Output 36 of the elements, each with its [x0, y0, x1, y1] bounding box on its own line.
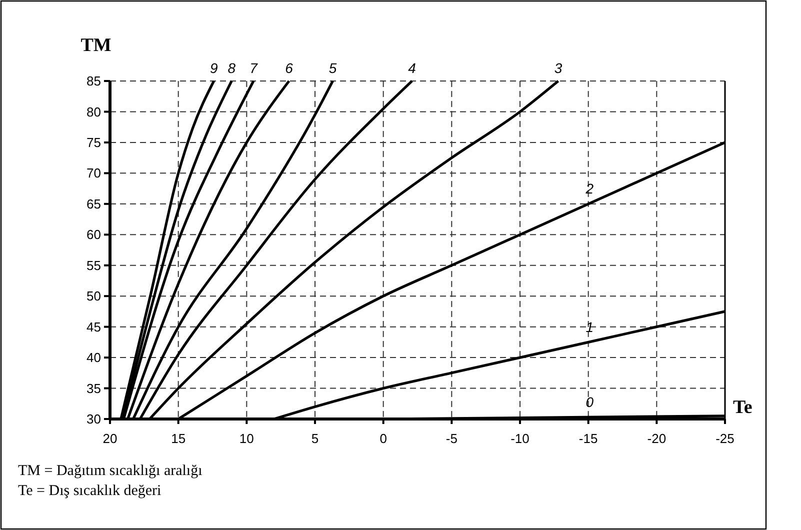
series-label: 7 [250, 60, 259, 76]
y-tick-label: 55 [86, 258, 101, 273]
x-tick-label: 15 [171, 431, 186, 446]
x-tick-label: -10 [510, 431, 530, 446]
y-tick-label: 75 [86, 135, 101, 150]
x-tick-label: -25 [716, 431, 734, 446]
y-tick-label: 65 [86, 196, 101, 212]
x-tick-label: -20 [647, 431, 666, 446]
y-tick-label: 30 [86, 412, 101, 427]
x-tick-label: 0 [380, 431, 387, 446]
text: TM = Dağıtım sıcaklığı aralığı [18, 463, 202, 479]
series-label: 0 [586, 394, 594, 410]
series-label: 8 [228, 60, 236, 76]
series-label: 4 [408, 60, 416, 76]
y-tick-label: 85 [86, 74, 101, 89]
y-tick-label: 80 [86, 104, 101, 120]
series-label: 5 [328, 60, 337, 76]
y-axis-title: TM [80, 35, 112, 56]
y-tick-label: 60 [86, 227, 101, 242]
x-tick-label: 10 [239, 431, 254, 446]
series-label: 6 [285, 60, 294, 76]
x-tick-label: 20 [102, 431, 118, 446]
x-tick-label: 5 [311, 431, 319, 446]
series-label: 9 [210, 60, 218, 76]
text: Te = Dış sıcaklık değeri [18, 483, 162, 499]
series-label: 3 [554, 60, 562, 76]
y-tick-label: 70 [86, 166, 101, 181]
y-tick-label: 50 [86, 288, 101, 304]
y-tick-label: 35 [86, 380, 101, 396]
y-tick-label: 45 [86, 319, 101, 334]
series-label: 1 [586, 318, 594, 335]
series-label: 2 [584, 180, 594, 196]
x-tick-label: -5 [446, 431, 458, 446]
x-tick-label: -15 [578, 431, 598, 446]
y-tick-label: 40 [86, 350, 101, 366]
x-axis-title: Te [733, 397, 752, 418]
